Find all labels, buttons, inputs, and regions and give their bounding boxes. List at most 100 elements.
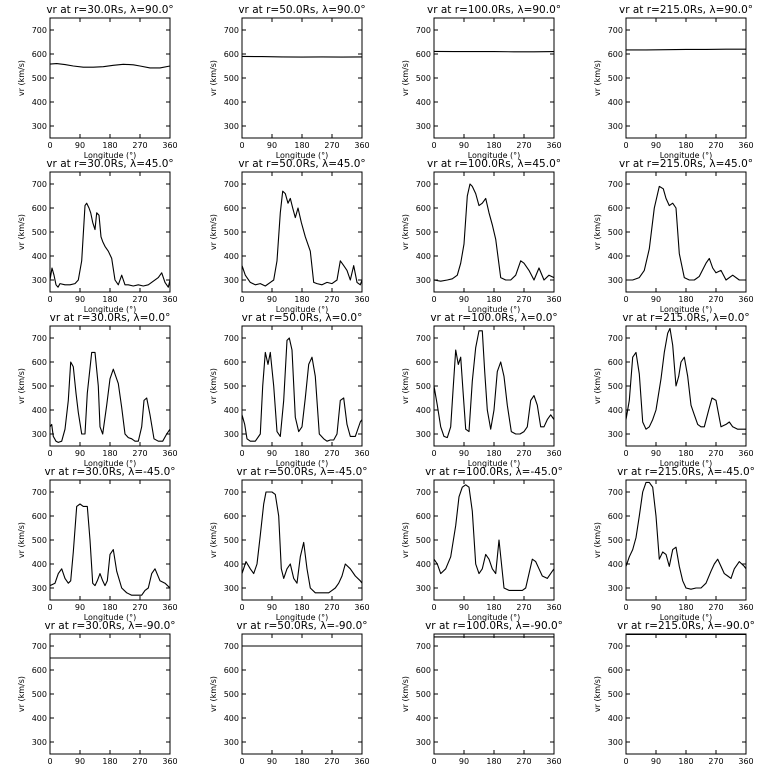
x-tick-label: 0 — [47, 141, 52, 150]
series-line — [433, 183, 555, 282]
x-tick-label: 180 — [294, 295, 309, 304]
y-tick-label: 300 — [608, 430, 623, 439]
x-tick-label: 360 — [162, 757, 177, 766]
y-tick-label: 700 — [32, 180, 47, 189]
x-tick-label: 180 — [678, 449, 693, 458]
x-tick-label: 0 — [431, 603, 436, 612]
y-tick-label: 600 — [224, 204, 239, 213]
x-tick-label: 0 — [431, 757, 436, 766]
y-tick-label: 500 — [32, 536, 47, 545]
y-tick-label: 700 — [608, 488, 623, 497]
x-tick-label: 180 — [486, 295, 501, 304]
y-tick-label: 600 — [608, 204, 623, 213]
series-line — [49, 63, 171, 69]
x-tick-label: 270 — [132, 757, 147, 766]
plot-frame — [241, 325, 363, 447]
y-tick-label: 300 — [224, 122, 239, 131]
y-tick-label: 500 — [416, 228, 431, 237]
plot-frame — [625, 633, 747, 755]
y-axis-label: vr (km/s) — [401, 676, 410, 712]
y-tick-label: 700 — [32, 26, 47, 35]
x-tick-label: 90 — [75, 295, 85, 304]
panel-20: vr at r=215.0Rs, λ=-90.0° 0 90 180 270 360 300… — [593, 620, 755, 768]
y-tick-label: 300 — [224, 276, 239, 285]
plot-frame — [49, 633, 171, 755]
x-tick-label: 90 — [267, 141, 277, 150]
x-tick-label: 360 — [354, 295, 369, 304]
panel-title: vr at r=215.0Rs, λ=45.0° — [619, 158, 753, 170]
x-tick-label: 0 — [47, 603, 52, 612]
y-tick-label: 400 — [416, 98, 431, 107]
x-tick-label: 0 — [239, 449, 244, 458]
y-tick-label: 300 — [32, 584, 47, 593]
x-tick-label: 360 — [738, 603, 753, 612]
x-tick-label: 0 — [623, 449, 628, 458]
y-tick-label: 400 — [224, 98, 239, 107]
x-tick-label: 0 — [431, 449, 436, 458]
x-tick-label: 180 — [486, 449, 501, 458]
x-axis-label: Longitude (°) — [84, 305, 137, 314]
y-tick-label: 700 — [608, 334, 623, 343]
plot-frame — [49, 17, 171, 139]
x-tick-label: 270 — [132, 295, 147, 304]
x-tick-label: 180 — [102, 603, 117, 612]
y-tick-label: 300 — [416, 122, 431, 131]
y-axis-label: vr (km/s) — [17, 214, 26, 250]
x-tick-label: 180 — [486, 141, 501, 150]
x-tick-label: 270 — [132, 603, 147, 612]
y-tick-label: 600 — [32, 666, 47, 675]
panel-title: vr at r=100.0Rs, λ=-45.0° — [425, 466, 563, 478]
y-tick-label: 300 — [608, 122, 623, 131]
x-tick-label: 0 — [623, 757, 628, 766]
x-tick-label: 180 — [294, 603, 309, 612]
y-tick-label: 700 — [224, 642, 239, 651]
x-tick-label: 360 — [546, 449, 561, 458]
panel-title: vr at r=100.0Rs, λ=0.0° — [430, 312, 557, 324]
x-tick-label: 90 — [651, 603, 661, 612]
y-tick-label: 600 — [416, 358, 431, 367]
y-tick-label: 400 — [608, 560, 623, 569]
x-tick-label: 90 — [459, 757, 469, 766]
y-tick-label: 400 — [32, 98, 47, 107]
y-tick-label: 700 — [608, 26, 623, 35]
x-tick-label: 360 — [354, 449, 369, 458]
y-tick-label: 500 — [608, 690, 623, 699]
y-tick-label: 600 — [224, 666, 239, 675]
y-tick-label: 300 — [32, 738, 47, 747]
y-tick-label: 700 — [608, 642, 623, 651]
series-line — [433, 330, 555, 439]
x-tick-label: 270 — [708, 757, 723, 766]
x-tick-label: 360 — [738, 757, 753, 766]
x-tick-label: 360 — [738, 295, 753, 304]
plot-frame — [625, 17, 747, 139]
y-axis-label: vr (km/s) — [401, 522, 410, 558]
y-tick-label: 600 — [416, 512, 431, 521]
y-axis-label: vr (km/s) — [209, 676, 218, 712]
x-tick-label: 0 — [431, 295, 436, 304]
panel-title: vr at r=50.0Rs, λ=-90.0° — [236, 620, 367, 632]
x-tick-label: 90 — [459, 603, 469, 612]
x-tick-label: 0 — [623, 603, 628, 612]
y-tick-label: 600 — [32, 358, 47, 367]
y-axis-label: vr (km/s) — [593, 522, 602, 558]
y-tick-label: 700 — [224, 180, 239, 189]
panel-2: vr at r=50.0Rs, λ=90.0° 0 90 180 270 360 300 40… — [209, 4, 370, 160]
y-axis-label: vr (km/s) — [17, 368, 26, 404]
plot-frame — [625, 479, 747, 601]
y-axis-label: vr (km/s) — [593, 368, 602, 404]
x-tick-label: 180 — [102, 295, 117, 304]
plot-frame — [433, 633, 555, 755]
panel-5: vr at r=30.0Rs, λ=45.0° 0 90 180 270 360 300 40… — [17, 158, 178, 314]
panel-9: vr at r=30.0Rs, λ=0.0° 0 90 180 270 360 300 400… — [17, 312, 178, 468]
x-tick-label: 0 — [623, 295, 628, 304]
y-tick-label: 300 — [416, 276, 431, 285]
panel-title: vr at r=30.0Rs, λ=-45.0° — [44, 466, 175, 478]
panel-title: vr at r=50.0Rs, λ=-45.0° — [236, 466, 367, 478]
x-tick-label: 90 — [75, 449, 85, 458]
series-line — [626, 48, 746, 51]
panel-17: vr at r=30.0Rs, λ=-90.0° 0 90 180 270 360 300 4… — [17, 620, 178, 768]
y-tick-label: 700 — [32, 334, 47, 343]
y-tick-label: 400 — [608, 98, 623, 107]
x-tick-label: 0 — [431, 141, 436, 150]
